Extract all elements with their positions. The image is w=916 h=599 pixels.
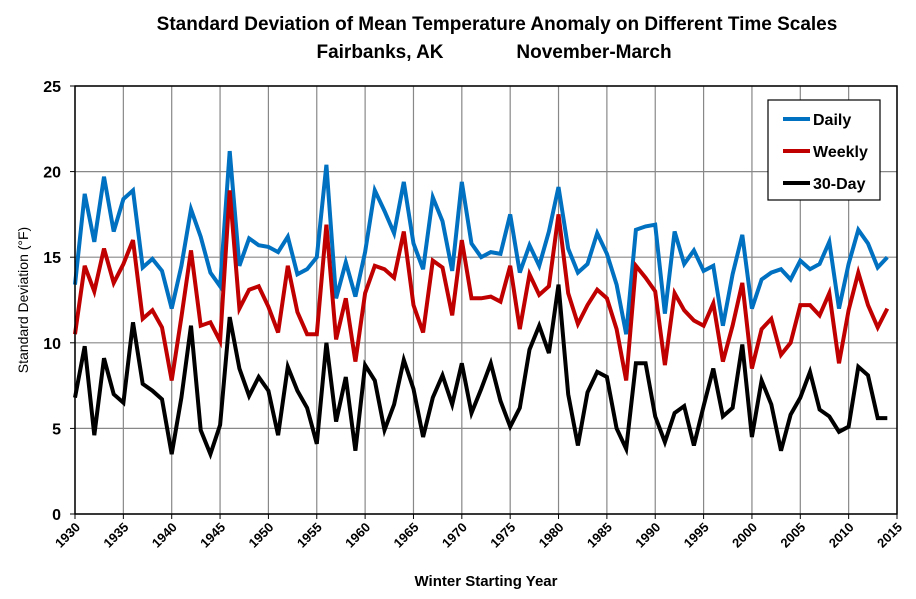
chart-subtitle-location: Fairbanks, AK — [316, 42, 443, 63]
legend-label-30-day: 30-Day — [813, 176, 866, 193]
legend-label-daily: Daily — [813, 112, 851, 129]
x-tick-label: 1975 — [487, 520, 518, 551]
y-tick-label: 25 — [43, 79, 61, 96]
y-tick-labels: 0 5 10 15 20 25 — [43, 79, 61, 524]
x-tick-label: 1940 — [149, 520, 180, 551]
series-lines — [75, 151, 888, 454]
x-axis-label: Winter Starting Year — [415, 573, 558, 590]
x-tick-label: 1990 — [632, 520, 663, 551]
y-tick-label: 10 — [43, 336, 61, 353]
chart-title: Standard Deviation of Mean Temperature A… — [157, 14, 838, 35]
y-tick-label: 5 — [52, 421, 61, 438]
x-tick-label: 1930 — [52, 520, 83, 551]
x-tick-label: 1965 — [391, 520, 422, 551]
x-tick-label: 1945 — [197, 520, 228, 551]
x-tick-label: 1980 — [536, 520, 567, 551]
y-tick-label: 15 — [43, 250, 61, 267]
x-tick-label: 1950 — [245, 520, 276, 551]
y-tick-label: 20 — [43, 165, 61, 182]
x-tick-label: 1985 — [584, 520, 615, 551]
x-tick-label: 1955 — [294, 520, 325, 551]
x-tick-label: 1960 — [342, 520, 373, 551]
legend-label-weekly: Weekly — [813, 144, 868, 161]
x-tick-label: 2005 — [777, 520, 808, 551]
y-axis-label: Standard Deviation (°F) — [15, 227, 31, 373]
x-tick-label: 2000 — [729, 520, 760, 551]
x-tick-labels: 1930 1935 1940 1945 1950 1955 1960 1965 1970 1975… — [52, 520, 905, 551]
y-tick-label: 0 — [52, 507, 61, 524]
x-tick-label: 2010 — [826, 520, 857, 551]
chart-subtitle-season: November-March — [516, 42, 671, 63]
x-tick-label: 1935 — [100, 520, 131, 551]
x-tick-label: 1995 — [681, 520, 712, 551]
legend: Daily Weekly 30-Day — [768, 100, 880, 200]
x-tick-label: 1970 — [439, 520, 470, 551]
x-tick-label: 2015 — [874, 520, 905, 551]
series-line-weekly — [75, 190, 887, 380]
